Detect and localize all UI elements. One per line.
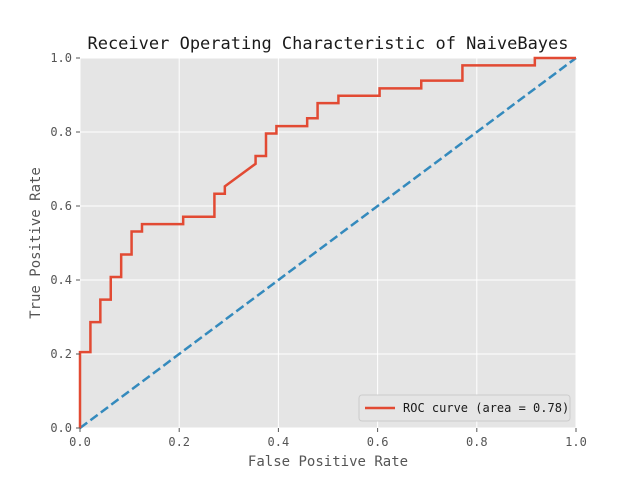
legend-label-roc: ROC curve (area = 0.78) bbox=[403, 401, 569, 415]
x-axis-label: False Positive Rate bbox=[248, 454, 408, 470]
tick-labels: 0.0 0.2 0.4 0.6 0.8 1.0 0.0 0.2 0.4 0.6 0.8 1.0 bbox=[50, 51, 587, 449]
y-axis-label: True Positive Rate bbox=[28, 167, 44, 319]
legend: ROC curve (area = 0.78) bbox=[358, 394, 571, 422]
y-tick-label: 0.6 bbox=[50, 199, 72, 213]
x-tick-label: 0.4 bbox=[268, 435, 290, 449]
chart-title: Receiver Operating Characteristic of Nai… bbox=[87, 34, 568, 54]
y-tick-label: 0.0 bbox=[50, 421, 72, 435]
y-tick-label: 0.8 bbox=[50, 125, 72, 139]
x-tick-label: 0.2 bbox=[168, 435, 190, 449]
x-tick-label: 0.8 bbox=[466, 435, 488, 449]
legend-box bbox=[358, 394, 571, 422]
x-tick-label: 0.0 bbox=[69, 435, 91, 449]
grid-lines bbox=[79, 57, 577, 429]
y-tick-label: 0.2 bbox=[50, 347, 72, 361]
roc-curve-line bbox=[78, 56, 576, 428]
y-tick-label: 1.0 bbox=[50, 51, 72, 65]
chance-diagonal-line bbox=[79, 56, 577, 430]
x-tick-label: 1.0 bbox=[565, 435, 587, 449]
x-tick-label: 0.6 bbox=[367, 435, 389, 449]
series-layer bbox=[78, 56, 577, 430]
y-tick-label: 0.4 bbox=[50, 273, 72, 287]
